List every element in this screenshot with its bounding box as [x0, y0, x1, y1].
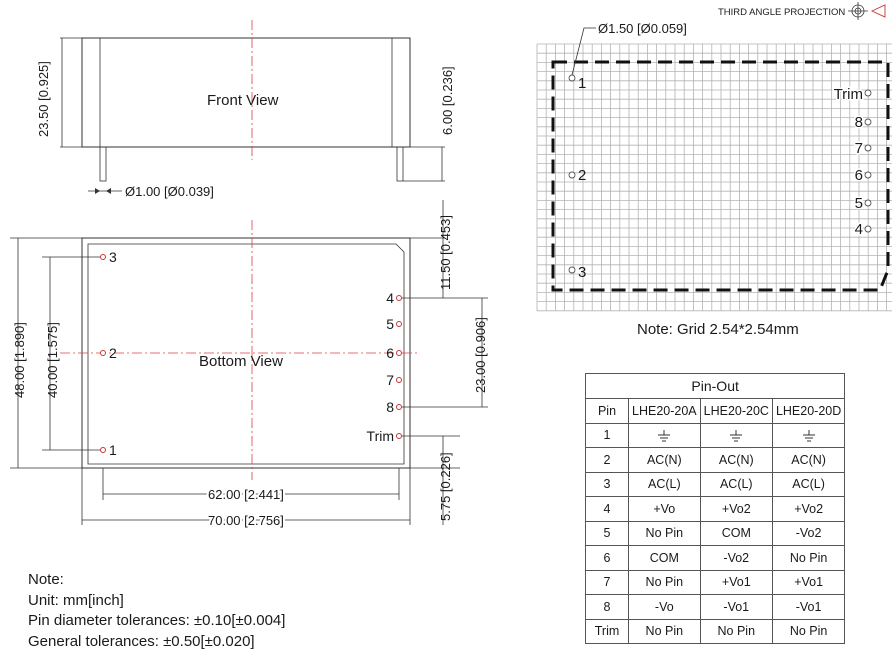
pinout-cell: +Vo2 — [699, 496, 773, 522]
bottom-pin-label: 6 — [386, 345, 394, 361]
ground-icon — [771, 422, 846, 448]
bottom-pin-label: 8 — [386, 399, 394, 415]
pinout-cell: No Pin — [771, 618, 846, 644]
pinout-row: 7 No Pin +Vo1 +Vo1 — [585, 569, 846, 595]
pinout-header-cell: LHE20-20D — [771, 398, 846, 424]
grid-pin-label: 3 — [578, 264, 586, 281]
front-pin-diameter-dim: Ø1.00 [Ø0.039] — [125, 184, 214, 199]
grid-view — [536, 27, 892, 312]
pinout-cell: No Pin — [771, 545, 846, 571]
grid-hole-dim: Ø1.50 [Ø0.059] — [598, 21, 687, 36]
pinout-cell: COM — [699, 520, 773, 546]
bottom-pin-label: 1 — [109, 442, 117, 458]
notes-block: Note: Unit: mm[inch] Pin diameter tolera… — [28, 570, 285, 652]
pinout-row: 2 AC(N) AC(N) AC(N) — [585, 447, 846, 473]
projection-symbol-icon — [848, 2, 886, 20]
pinout-cell: No Pin — [699, 618, 773, 644]
pinout-cell: 1 — [585, 422, 629, 448]
notes-unit: Unit: mm[inch] — [28, 591, 124, 609]
grid-pin-label: 7 — [855, 140, 863, 157]
pinout-row: Trim No Pin No Pin No Pin — [585, 618, 846, 644]
bottom-pin-label: Trim — [367, 428, 394, 444]
pinout-cell: -Vo2 — [699, 545, 773, 571]
grid-pin-label: 4 — [855, 221, 863, 238]
pinout-cell: +Vo1 — [699, 569, 773, 595]
notes-heading: Note: — [28, 571, 64, 588]
pinout-cell: 3 — [585, 471, 629, 497]
pinout-table: Pin-Out Pin LHE20-20A LHE20-20C LHE20-20D 1… — [584, 373, 846, 644]
bottom-pin-span-dim: 40.00 [1.575] — [45, 322, 60, 398]
notes-pin-tolerance: Pin diameter tolerances: ±0.10[±0.004] — [28, 612, 286, 629]
pinout-header-cell: LHE20-20C — [699, 398, 773, 424]
notes-general-tolerance: General tolerances: ±0.50[±0.020] — [28, 632, 255, 650]
pinout-cell: No Pin — [628, 618, 701, 644]
front-height-dim: 23.50 [0.925] — [36, 61, 51, 137]
pinout-title: Pin-Out — [584, 373, 846, 399]
pinout-cell: -Vo1 — [699, 594, 773, 620]
bottom-view-title: Bottom View — [199, 353, 283, 370]
pinout-cell: Trim — [585, 618, 629, 644]
pinout-cell: AC(L) — [628, 471, 701, 497]
pinout-row: 4 +Vo +Vo2 +Vo2 — [585, 496, 846, 522]
grid-note: Note: Grid 2.54*2.54mm — [637, 321, 799, 338]
pinout-cell: 6 — [585, 545, 629, 571]
front-pin-length-dim: 6.00 [0.236] — [440, 66, 455, 135]
bottom-top-offset-dim: 11.50 [0.453] — [438, 215, 453, 290]
bottom-pin-label: 2 — [109, 345, 117, 361]
pinout-cell: 2 — [585, 447, 629, 473]
pinout-cell: AC(L) — [771, 471, 846, 497]
pinout-cell: 7 — [585, 569, 629, 595]
grid-pin-label: 1 — [578, 75, 586, 92]
ground-icon — [628, 422, 701, 448]
pinout-cell: 4 — [585, 496, 629, 522]
front-view-title: Front View — [207, 92, 279, 109]
grid-pin-label: 5 — [855, 195, 863, 212]
pinout-cell: No Pin — [628, 569, 701, 595]
pinout-cell: AC(N) — [771, 447, 846, 473]
pinout-cell: AC(N) — [628, 447, 701, 473]
bottom-pin-label: 3 — [109, 249, 117, 265]
pinout-row: 3 AC(L) AC(L) AC(L) — [585, 471, 846, 497]
pinout-row: 5 No Pin COM -Vo2 — [585, 520, 846, 546]
pinout-header-row: Pin LHE20-20A LHE20-20C LHE20-20D — [585, 398, 846, 424]
pinout-cell: 5 — [585, 520, 629, 546]
pinout-cell: -Vo2 — [771, 520, 846, 546]
pinout-row: 1 — [585, 422, 846, 448]
pinout-cell: No Pin — [628, 520, 701, 546]
pinout-row: 8 -Vo -Vo1 -Vo1 — [585, 594, 846, 620]
bottom-view — [10, 200, 488, 525]
pinout-row: 6 COM -Vo2 No Pin — [585, 545, 846, 571]
bottom-pin-group-dim: 23.00 [0.906] — [473, 317, 488, 393]
bottom-bottom-offset-dim: 5.75 [0.226] — [438, 452, 453, 521]
pinout-cell: AC(L) — [699, 471, 773, 497]
projection-label: THIRD ANGLE PROJECTION — [718, 7, 845, 18]
pinout-cell: COM — [628, 545, 701, 571]
ground-icon — [699, 422, 773, 448]
grid-pin-label: Trim — [834, 86, 863, 103]
pinout-header-cell: Pin — [585, 398, 629, 424]
grid-pin-label: 2 — [578, 167, 586, 184]
pinout-cell: +Vo1 — [771, 569, 846, 595]
pinout-body: 1 2 AC(N) AC(N) AC(N) 3 AC(L) AC(L) AC(L) 4 +Vo +Vo… — [585, 422, 846, 644]
pinout-cell: 8 — [585, 594, 629, 620]
bottom-outer-width-dim: 70.00 [2.756] — [208, 513, 284, 528]
grid-pin-label: 6 — [855, 167, 863, 184]
bottom-pin-label: 5 — [386, 316, 394, 332]
pinout-cell: +Vo — [628, 496, 701, 522]
bottom-inner-width-dim: 62.00 [2.441] — [208, 487, 284, 502]
pinout-cell: -Vo1 — [771, 594, 846, 620]
grid-pin-label: 8 — [855, 114, 863, 131]
bottom-height-dim: 48.00 [1.890] — [12, 322, 27, 398]
bottom-pin-label: 4 — [386, 290, 394, 306]
front-view — [60, 20, 445, 194]
pinout-cell: -Vo — [628, 594, 701, 620]
bottom-pin-label: 7 — [386, 372, 394, 388]
pinout-cell: +Vo2 — [771, 496, 846, 522]
pinout-header-cell: LHE20-20A — [628, 398, 701, 424]
pinout-cell: AC(N) — [699, 447, 773, 473]
